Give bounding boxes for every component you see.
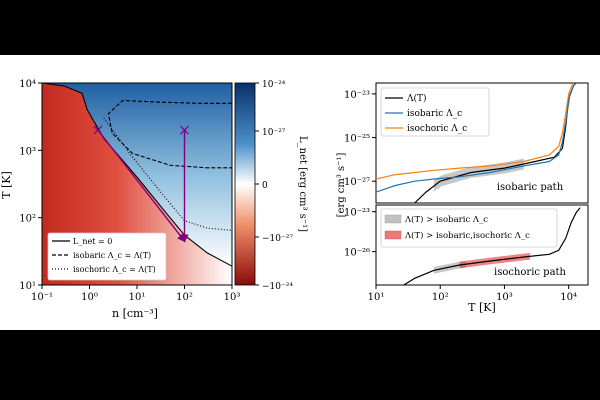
heatmap-panel: 10⁻¹ 10⁰ 10¹ 10² 10³ 10¹ 10² 10³ 10⁴ n [cm⁻³] T… bbox=[0, 79, 240, 320]
top-y-tick-label: 10⁻²⁵ bbox=[344, 134, 370, 145]
top-panel-title: isobaric path bbox=[497, 182, 564, 193]
heatmap-y-tick-label: 10¹ bbox=[19, 281, 36, 292]
cooling-bottom-panel: 10⁻²³ 10⁻²⁶ 10¹ 10² 10³ 10⁴ isochoric path Λ… bbox=[336, 153, 589, 314]
heatmap-y-tick-label: 10⁴ bbox=[19, 79, 36, 90]
bottom-y-tick-label: 10⁻²³ bbox=[344, 208, 370, 219]
colorbar-gradient bbox=[234, 82, 256, 286]
heatmap-x-label: n [cm⁻³] bbox=[112, 307, 158, 320]
bottom-legend: Λ(T) > isobaric Λ_c Λ(T) > isobaric,isoc… bbox=[380, 208, 558, 248]
colorbar-tick-label: 10⁻²⁴ bbox=[262, 80, 286, 90]
right-x-tick-label: 10⁴ bbox=[560, 292, 577, 303]
bottom-legend-swatch-gray bbox=[384, 214, 402, 224]
top-band bbox=[434, 158, 524, 192]
path-arrow-isobaric bbox=[97, 129, 186, 243]
legend-label-isobaric: isobaric Λ_c = Λ(T) bbox=[73, 251, 151, 260]
top-legend-label-isochoric: isochoric Λ_c bbox=[407, 124, 467, 134]
heatmap-x-tick-label: 10² bbox=[176, 292, 193, 303]
bottom-panel-title: isochoric path bbox=[494, 267, 567, 278]
bottom-y-tick-label: 10⁻²⁶ bbox=[344, 248, 370, 259]
bottom-legend-swatch-red bbox=[384, 230, 402, 240]
top-legend-label-lambda: Λ(T) bbox=[406, 93, 427, 104]
path-start-marker bbox=[180, 125, 189, 135]
heatmap-line-isobaric bbox=[107, 99, 232, 169]
right-x-tick-label: 10² bbox=[432, 292, 449, 303]
heatmap-x-tick-label: 10⁻¹ bbox=[31, 292, 53, 303]
right-x-tick-label: 10³ bbox=[496, 292, 513, 303]
figure-canvas: 10⁻¹ 10⁰ 10¹ 10² 10³ 10¹ 10² 10³ 10⁴ n [cm⁻³] T… bbox=[0, 55, 600, 330]
bottom-legend-label-gray: Λ(T) > isobaric Λ_c bbox=[404, 214, 488, 225]
heatmap-x-tick-label: 10⁰ bbox=[81, 292, 98, 303]
cooling-top-panel: 10⁻²³ 10⁻²⁵ 10⁻²⁷ isobaric path Λ(T) isoba… bbox=[344, 82, 589, 204]
top-y-tick-label: 10⁻²³ bbox=[344, 90, 370, 101]
heatmap-x-tick-label: 10¹ bbox=[129, 292, 146, 303]
figure: 10⁻¹ 10⁰ 10¹ 10² 10³ 10¹ 10² 10³ 10⁴ n [cm⁻³] T… bbox=[0, 79, 589, 320]
top-legend: Λ(T) isobaric Λ_c isochoric Λ_c bbox=[380, 87, 490, 137]
heatmap-line-isochoric bbox=[103, 117, 232, 231]
bottom-series-line bbox=[402, 207, 581, 285]
right-x-label: T [K] bbox=[468, 301, 496, 314]
right-x-tick-label: 10¹ bbox=[368, 292, 385, 303]
top-series-line bbox=[376, 83, 574, 180]
bottom-legend-label-red: Λ(T) > isobaric,isochoric Λ_c bbox=[404, 230, 530, 241]
heatmap-legend: L_net = 0 isobaric Λ_c = Λ(T) isochoric … bbox=[47, 232, 167, 281]
heatmap-y-tick-label: 10³ bbox=[19, 146, 36, 157]
top-legend-label-isobaric: isobaric Λ_c bbox=[407, 109, 462, 119]
legend-label-lnet: L_net = 0 bbox=[73, 237, 112, 246]
top-series-line bbox=[376, 83, 576, 193]
heatmap-y-label: T [K] bbox=[0, 171, 13, 199]
colorbar: 10⁻²⁴ 10⁻²⁷ 0 −10⁻²⁷ −10⁻²⁴ L_net [erg cm³ s… bbox=[234, 80, 308, 292]
colorbar-tick-label: 10⁻²⁷ bbox=[262, 128, 286, 138]
path-start-marker bbox=[93, 125, 103, 135]
legend-label-isochoric: isochoric Λ_c = Λ(T) bbox=[73, 265, 156, 274]
heatmap-x-tick-label: 10³ bbox=[224, 292, 241, 303]
top-series-line bbox=[413, 83, 577, 203]
top-y-tick-label: 10⁻²⁷ bbox=[344, 177, 370, 188]
heatmap-y-tick-label: 10² bbox=[19, 214, 36, 225]
colorbar-tick-label: −10⁻²⁴ bbox=[262, 282, 293, 292]
right-y-label: [erg cm³ s⁻¹] bbox=[336, 153, 347, 218]
colorbar-tick-label: −10⁻²⁷ bbox=[262, 234, 293, 244]
colorbar-tick-label: 0 bbox=[262, 181, 268, 191]
colorbar-label: L_net [erg cm³ s⁻¹] bbox=[297, 136, 308, 232]
